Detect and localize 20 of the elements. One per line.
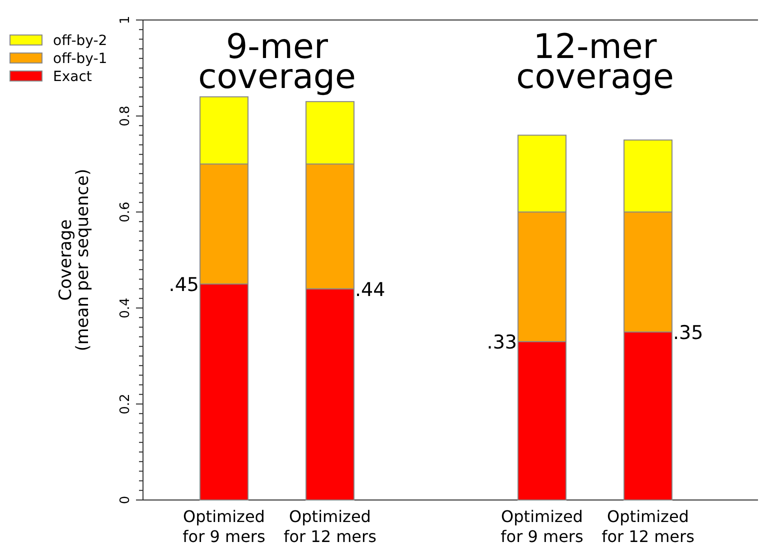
- y-tick-label: 1: [118, 16, 133, 24]
- data-label: .44: [355, 278, 386, 301]
- y-tick-label: 0: [118, 496, 133, 504]
- y-tick-label: 0.2: [118, 394, 133, 414]
- legend-label: Exact: [53, 69, 92, 85]
- x-tick-label: Optimized for 9 mers: [500, 507, 584, 546]
- x-tick-label: Optimized for 9 mers: [182, 507, 266, 546]
- annotation: 12-mer coverage: [516, 27, 674, 97]
- x-tick-label: Optimized for 12 mers: [602, 507, 694, 546]
- y-tick-label: 0.4: [118, 298, 133, 318]
- legend-label: off-by-2: [53, 33, 108, 49]
- data-label: .45: [168, 274, 199, 296]
- data-label: .35: [673, 322, 704, 344]
- y-axis-title: Coverage (mean per sequence): [56, 168, 93, 352]
- legend-label: off-by-1: [53, 51, 108, 67]
- x-tick-label: Optimized for 12 mers: [284, 507, 376, 546]
- y-tick-label: 0.8: [118, 106, 133, 126]
- data-label: .33: [486, 332, 517, 354]
- y-tick-label: 0.6: [118, 202, 133, 222]
- annotation: 9-mer coverage: [198, 27, 356, 97]
